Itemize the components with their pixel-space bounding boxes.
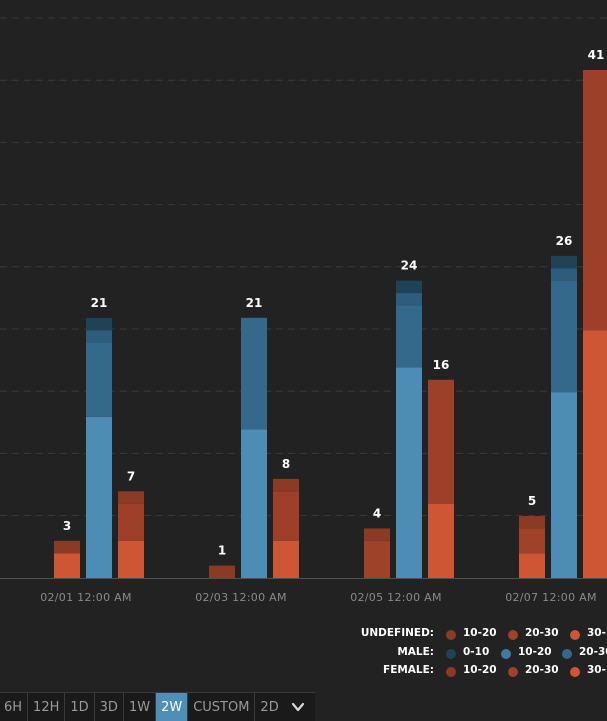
legend-item-label: 20-30 [579, 646, 607, 658]
bar-segment-male-30- [551, 392, 577, 578]
x-tick-label: 02/07 12:00 AM [505, 591, 597, 604]
bar-segment-undefined-10-20 [209, 565, 235, 578]
range-custom-button[interactable]: CUSTOM [188, 693, 256, 721]
legend-dot-icon [570, 630, 580, 640]
bar-segment-female-10-20 [118, 491, 144, 504]
bar-total-label: 1 [218, 544, 226, 558]
legend-dot-icon [501, 649, 511, 659]
bar-total-label: 8 [282, 457, 290, 471]
x-tick-label: 02/03 12:00 AM [195, 591, 287, 604]
bar-segment-male-10-20 [551, 268, 577, 281]
legend-dot-icon [570, 667, 580, 677]
bar-total-label: 7 [127, 469, 135, 483]
legend-group-label: MALE: [397, 646, 434, 658]
bar-segment-male-0-10 [551, 255, 577, 269]
legend-item-label: 30- [587, 664, 606, 676]
bar-segment-undefined-10-20 [364, 528, 390, 541]
bar-total-label: 5 [528, 494, 536, 508]
bar-segment-male-30- [86, 416, 112, 578]
bar-total-label: 3 [63, 519, 71, 533]
range-1d-button[interactable]: 1D [65, 693, 95, 721]
bar-total-label: 41 [588, 48, 605, 62]
bar-total-label: 24 [401, 259, 418, 273]
legend-item-label: 10-20 [518, 646, 552, 658]
range-2w-button[interactable]: 2W [156, 693, 189, 721]
chevron-down-icon [291, 702, 304, 712]
range-12h-button[interactable]: 12H [28, 693, 66, 721]
bar-segment-male-10-20 [396, 293, 422, 306]
bar-total-label: 26 [556, 234, 573, 248]
bar-segment-female-30- [118, 540, 144, 578]
legend-item-label: 10-20 [463, 627, 497, 639]
bar-segment-male-10-20 [86, 330, 112, 343]
time-range-toolbar: 6H 12H 1D 3D 1W 2W CUSTOM 2D [0, 692, 315, 721]
bar-segment-undefined-10-20 [519, 516, 545, 529]
legend-row-male: MALE: 0-10 10-20 20-30 [0, 646, 607, 662]
legend-item-label: 10-20 [463, 664, 497, 676]
legend-item-label: 0-10 [463, 646, 490, 658]
bar-segment-undefined-30- [519, 553, 545, 578]
bar-total-label: 4 [373, 506, 381, 520]
bar-segment-female-30- [428, 503, 454, 578]
interval-select-value: 2D [260, 699, 279, 715]
bar-segment-female-30- [583, 330, 607, 578]
legend-dot-icon [446, 667, 456, 677]
legend-dot-icon [446, 649, 456, 659]
bar-segment-undefined-20-30 [519, 528, 545, 554]
legend-row-undefined: UNDEFINED: 10-20 20-30 30- [0, 627, 607, 643]
legend-item-label: 20-30 [525, 627, 559, 639]
bar-segment-female-20-30 [428, 379, 454, 504]
legend-group-label: FEMALE: [383, 664, 434, 676]
legend-dot-icon [562, 649, 572, 659]
bar-segment-male-30- [396, 367, 422, 578]
bar-segment-male-20-30 [241, 317, 267, 430]
bar-segment-female-30- [273, 540, 299, 578]
legend-item-label: 30- [587, 627, 606, 639]
bar-segment-undefined-10-20 [54, 540, 80, 554]
x-tick-label: 02/01 12:00 AM [40, 591, 132, 604]
bar-segment-male-0-10 [86, 317, 112, 331]
legend-group-label: UNDEFINED: [360, 627, 434, 639]
bar-segment-male-20-30 [86, 342, 112, 417]
legend-dot-icon [446, 630, 456, 640]
interval-select[interactable]: 2D [255, 693, 314, 721]
legend-dot-icon [508, 667, 518, 677]
range-6h-button[interactable]: 6H [0, 693, 29, 721]
bar-segment-male-0-10 [396, 280, 422, 294]
bar-total-label: 16 [433, 358, 450, 372]
chart-legend: UNDEFINED: 10-20 20-30 30- MALE: 0-10 10… [0, 627, 607, 683]
bar-segment-female-20-30 [118, 503, 144, 541]
legend-row-female: FEMALE: 10-20 20-30 30- [0, 664, 607, 680]
bar-segment-male-20-30 [396, 305, 422, 368]
bar-total-label: 21 [246, 296, 263, 310]
bar-segment-female-10-20 [273, 478, 299, 492]
bar-segment-male-30- [241, 429, 267, 578]
bar-segment-male-20-30 [551, 280, 577, 393]
stacked-bar-chart: 3 21 7 02/01 12:00 AM 1 21 8 02/03 12:00 AM 4 24 1… [0, 17, 607, 604]
bar-total-label: 21 [91, 296, 108, 310]
range-3d-button[interactable]: 3D [95, 693, 124, 721]
bar-segment-undefined-20-30 [364, 540, 390, 578]
legend-dot-icon [508, 630, 518, 640]
bar-segment-female-20-30 [273, 491, 299, 541]
legend-item-label: 20-30 [525, 664, 559, 676]
range-1w-button[interactable]: 1W [124, 693, 157, 721]
x-tick-label: 02/05 12:00 AM [350, 591, 442, 604]
bar-segment-undefined-30- [54, 553, 80, 578]
bar-segment-female-20-30 [583, 70, 607, 331]
